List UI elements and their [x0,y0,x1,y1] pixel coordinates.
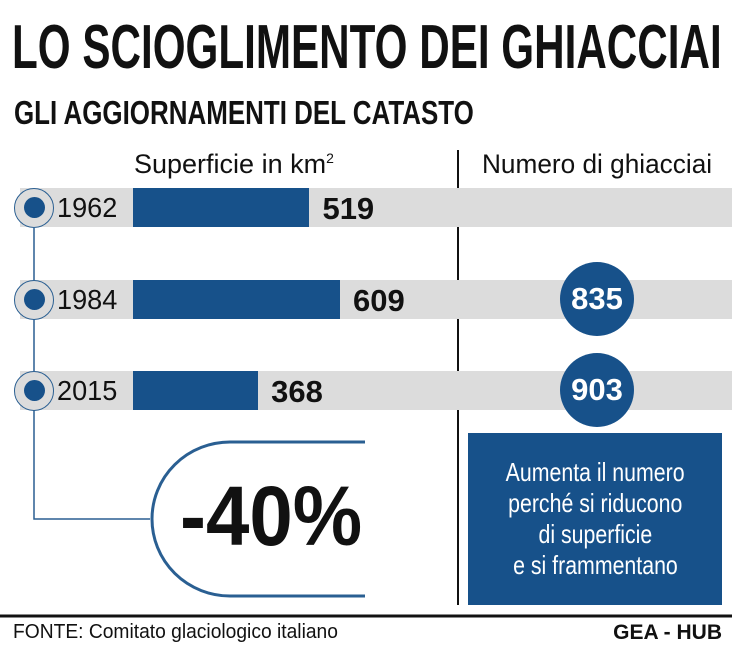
timeline-dot-icon [24,380,45,401]
source-text: FONTE: Comitato glaciologico italiano [13,621,338,643]
chart-title: LO SCIOGLIMENTO DEI GHIACCIAI [12,13,722,82]
percentage-bracket [150,440,365,598]
glacier-count-badge: 903 [560,353,634,427]
year-label: 1962 [57,192,118,223]
area-bar [133,188,310,227]
note-line: e si frammentano [512,550,678,580]
year-label: 1984 [57,284,118,315]
chart-subtitle: GLI AGGIORNAMENTI DEL CATASTO [14,94,474,131]
count-header: Numero di ghiacciai [482,149,713,179]
glacier-count-badge: 835 [560,262,634,336]
area-bar [133,280,341,319]
note-line: di superficie [538,519,652,549]
year-label: 2015 [57,375,118,406]
area-value-label: 368 [271,374,323,409]
timeline-dot-icon [24,197,45,218]
area-value-label: 609 [353,283,405,318]
note-line: perché si riducono [507,488,683,518]
brand-logo: GEA - HUB [613,621,722,644]
info-box: Aumenta il numero perché si riducono di … [468,433,722,605]
area-header: Superficie in km2 [134,149,334,179]
change-percentage: -40% [180,469,363,563]
area-value-label: 519 [322,191,375,226]
timeline-dot-icon [24,289,45,310]
area-bar [133,371,259,410]
row-band [20,188,732,227]
timeline-line [33,228,150,520]
note-line: Aumenta il numero [505,457,685,487]
